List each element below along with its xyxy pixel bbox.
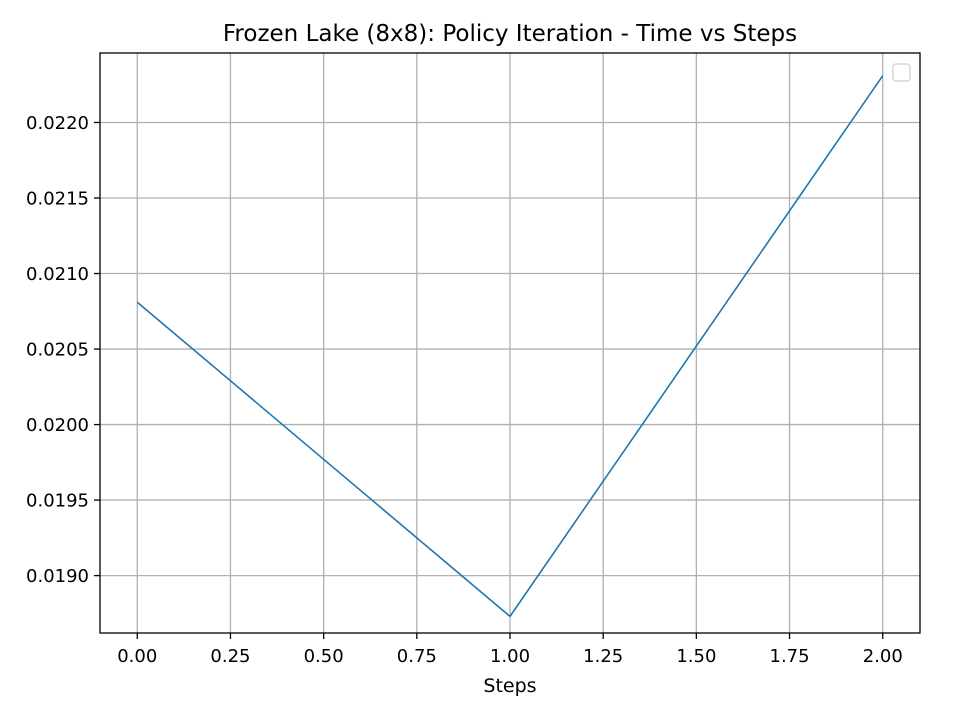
x-tick-label: 0.50	[304, 646, 344, 667]
y-tick-label: 0.0195	[26, 491, 89, 512]
x-tick-label: 1.75	[770, 646, 810, 667]
x-tick-label: 0.75	[397, 646, 437, 667]
x-tick-label: 2.00	[863, 646, 903, 667]
x-tick-label: 1.25	[583, 646, 623, 667]
x-tick-label: 0.00	[117, 646, 157, 667]
y-tick-label: 0.0210	[26, 264, 89, 285]
legend	[893, 64, 910, 81]
y-tick-label: 0.0215	[26, 189, 89, 210]
y-tick-label: 0.0190	[26, 566, 89, 587]
y-tick-label: 0.0220	[26, 113, 89, 134]
x-tick-label: 1.00	[490, 646, 530, 667]
x-tick-label: 0.25	[210, 646, 250, 667]
legend-box	[893, 64, 910, 81]
chart-title: Frozen Lake (8x8): Policy Iteration - Ti…	[223, 21, 797, 47]
x-axis-label: Steps	[483, 675, 536, 697]
x-tick-label: 1.50	[676, 646, 716, 667]
y-tick-label: 0.0205	[26, 340, 89, 361]
y-tick-label: 0.0200	[26, 415, 89, 436]
